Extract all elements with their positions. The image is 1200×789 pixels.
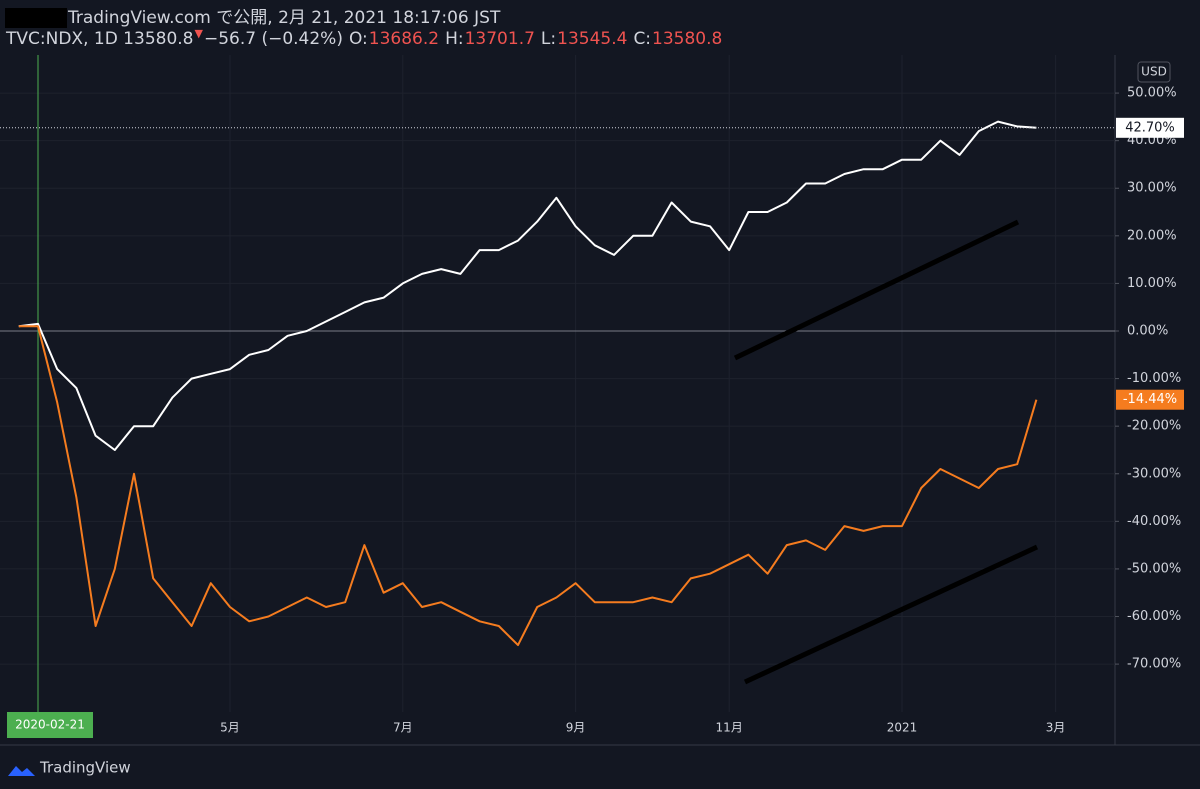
published-info: TradingView.com で公開, 2月 21, 2021 18:17:0… (67, 8, 501, 28)
header-low-label: L: (541, 29, 556, 49)
header-change: −56.7 (−0.42%) (204, 29, 343, 49)
last-value-label: -14.44% (1123, 392, 1177, 407)
y-tick-label: -40.00% (1127, 514, 1181, 529)
y-tick-label: 20.00% (1127, 228, 1177, 243)
redaction (5, 8, 67, 28)
y-tick-label: 30.00% (1127, 181, 1177, 196)
x-tick-label: 9月 (566, 721, 586, 735)
crosshair-label: 2020-02-21 (15, 718, 85, 732)
header-high: 13701.7 (465, 29, 535, 49)
y-tick-label: -50.00% (1127, 561, 1181, 576)
currency-box[interactable] (1137, 61, 1171, 83)
header-high-label: H: (445, 29, 464, 49)
crosshair-label-box (7, 712, 93, 738)
header-low: 13545.4 (557, 29, 627, 49)
header-symbol: TVC:NDX, 1D 13580.8 (5, 29, 193, 49)
header-close-label: C: (633, 29, 651, 49)
y-tick-label: -60.00% (1127, 609, 1181, 624)
y-tick-label: 10.00% (1127, 276, 1177, 291)
x-tick-label: 7月 (393, 721, 413, 735)
header-arrow: ▼ (194, 27, 203, 40)
x-tick-label: 3月 (1046, 721, 1066, 735)
y-tick-label: -20.00% (1127, 419, 1181, 434)
y-tick-label: -30.00% (1127, 466, 1181, 481)
y-tick-label: -70.00% (1127, 657, 1181, 672)
y-tick-label: -10.00% (1127, 371, 1181, 386)
plot: 50.00%40.00%30.00%20.00%10.00%0.00%-10.0… (0, 55, 1184, 738)
header-close: 13580.8 (652, 29, 722, 49)
header-open: 13686.2 (369, 29, 439, 49)
last-value-badge (1116, 389, 1184, 410)
x-tick-label: 11月 (716, 721, 743, 735)
currency: USD (1141, 65, 1167, 79)
logo-text: TradingView (39, 759, 131, 777)
series-line (18, 120, 1037, 451)
symbol-line: TVC:NDX, 1D 13580.8 ▼ −56.7 (−0.42%) O: 1368… (5, 27, 722, 49)
header-open-label: O: (349, 29, 368, 49)
last-value-badge (1116, 117, 1184, 138)
trend-line (743, 544, 1039, 685)
last-value-label: 42.70% (1125, 120, 1175, 135)
x-tick-label: 5月 (220, 721, 240, 735)
trend-line (733, 219, 1020, 361)
x-tick-label: 2021 (887, 721, 918, 735)
y-tick-label: 50.00% (1127, 86, 1177, 101)
y-tick-label: 0.00% (1127, 324, 1168, 339)
series-line (18, 325, 1038, 647)
logo-icon (8, 766, 35, 776)
logo: TradingView (8, 759, 131, 777)
